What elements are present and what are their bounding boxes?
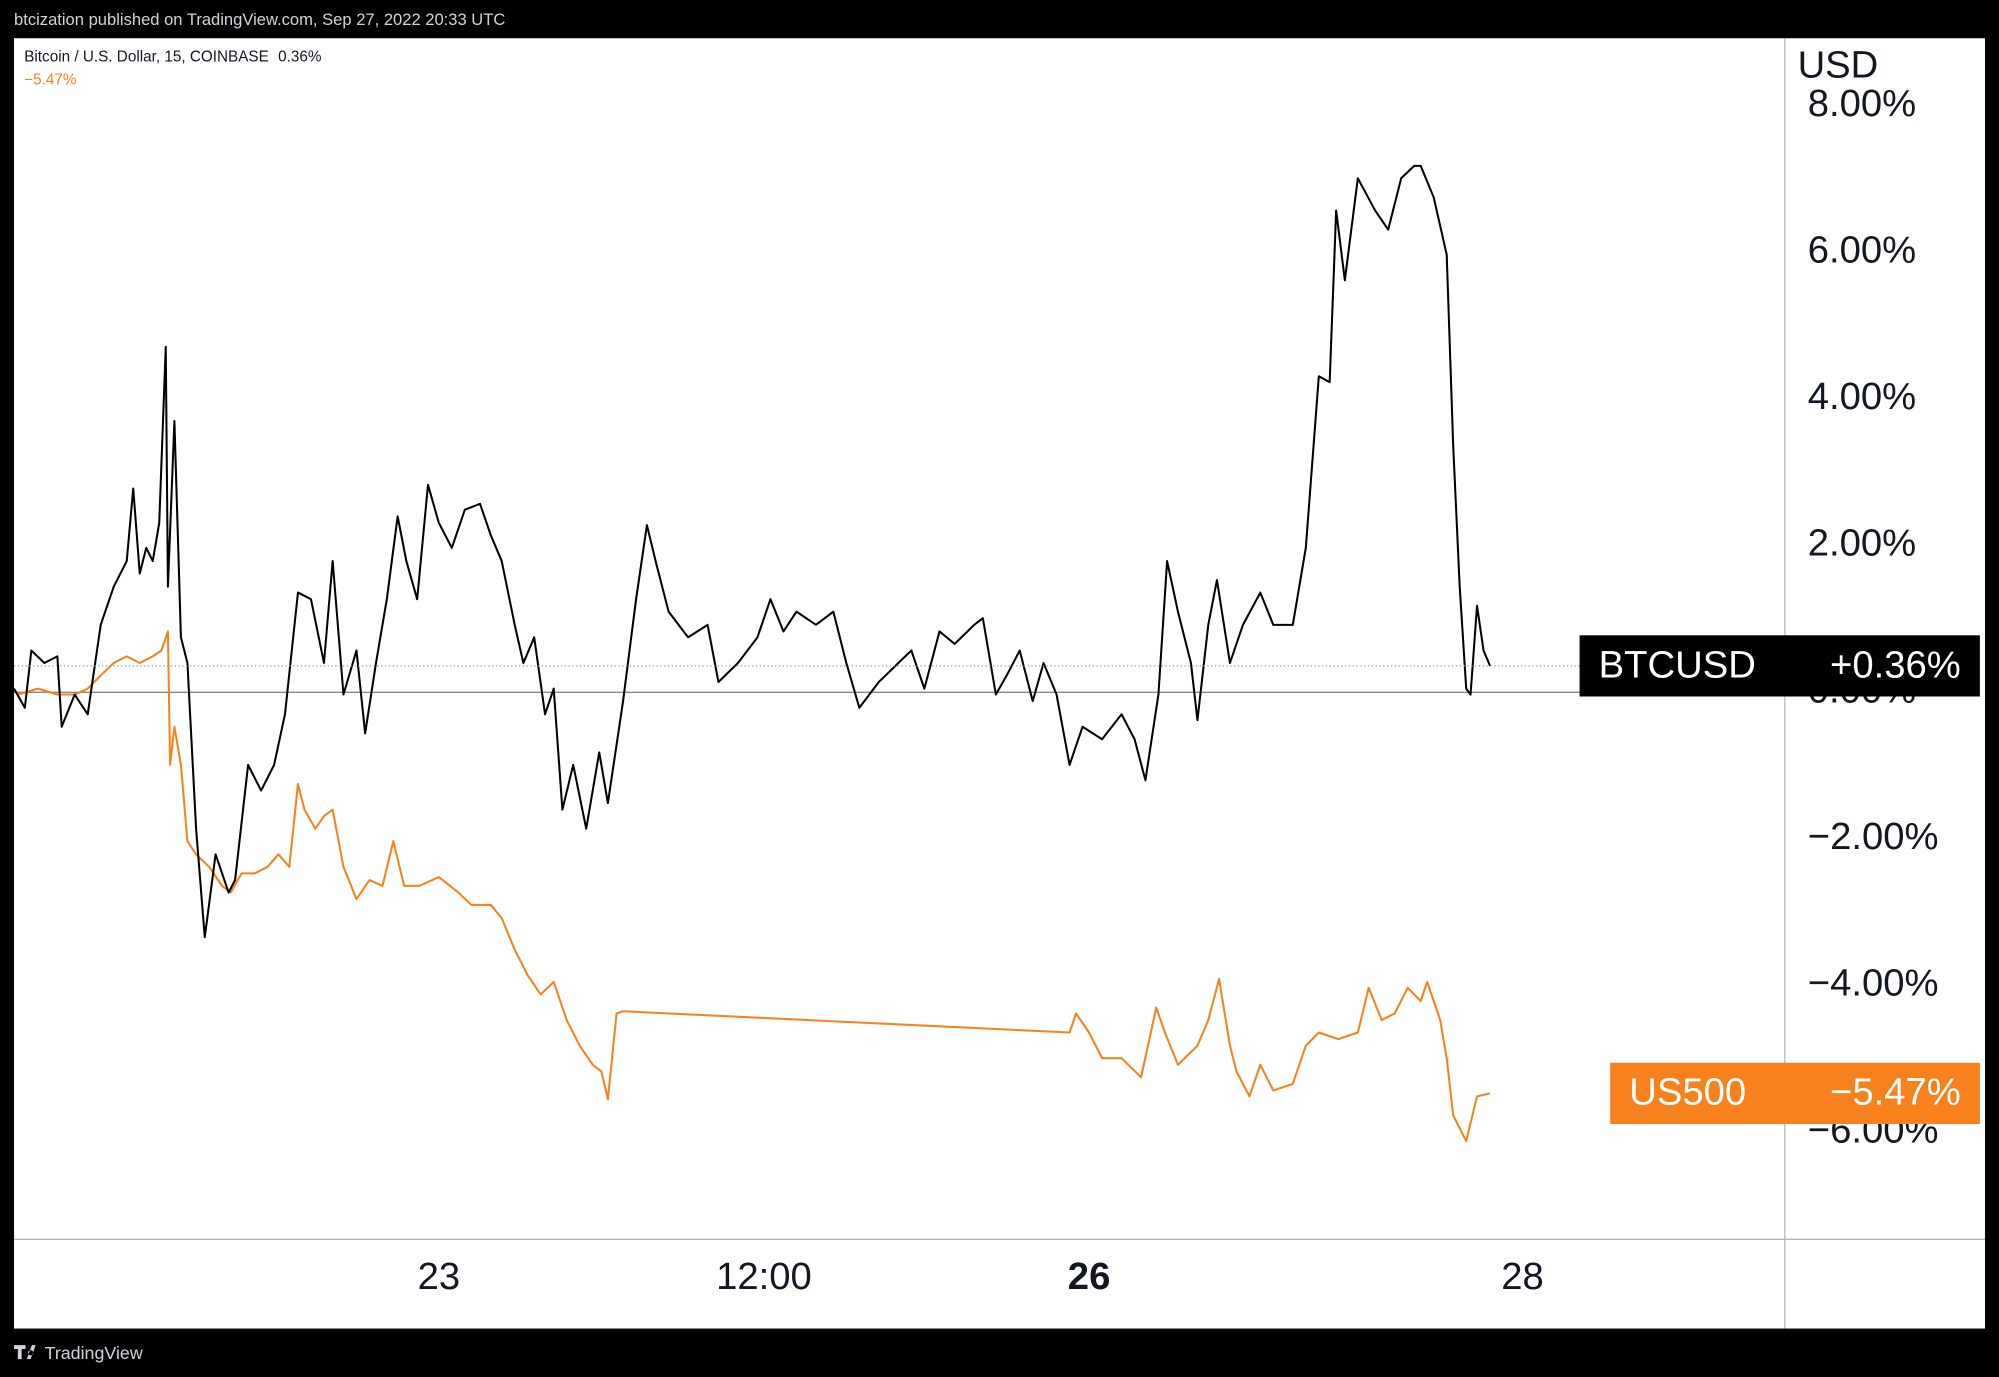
y-tick-label: 6.00%	[1808, 228, 1916, 271]
x-tick-label: 23	[418, 1255, 461, 1298]
badge-value: −5.47%	[1830, 1071, 1961, 1114]
legend-value: 0.36%	[278, 48, 322, 65]
badge-name: US500	[1629, 1071, 1746, 1114]
header: btcization published on TradingView.com,…	[14, 10, 505, 29]
x-tick-label: 12:00	[716, 1255, 812, 1298]
x-tick-label: 26	[1068, 1255, 1111, 1298]
price-badge	[1579, 635, 1980, 697]
series-line	[13, 164, 1491, 939]
price-badge	[1610, 1062, 1980, 1124]
badge-name: BTCUSD	[1599, 643, 1756, 686]
x-tick-label: 28	[1501, 1255, 1544, 1298]
y-tick-label: 2.00%	[1808, 522, 1916, 565]
footer-logo: TradingView	[14, 1343, 143, 1363]
y-tick-label: 4.00%	[1808, 375, 1916, 418]
series-line	[18, 630, 1491, 1143]
y-tick-label: 8.00%	[1808, 82, 1916, 125]
legend-title: Bitcoin / U.S. Dollar, 15, COINBASE	[24, 48, 269, 65]
y-unit: USD	[1798, 44, 1879, 87]
y-tick-label: −4.00%	[1808, 962, 1939, 1005]
plot	[13, 164, 1785, 1143]
footer-brand: TradingView	[45, 1343, 143, 1363]
legend-value: −5.47%	[24, 71, 77, 88]
badge-value: +0.36%	[1830, 643, 1961, 686]
y-tick-label: −2.00%	[1808, 815, 1939, 858]
legend-row: Bitcoin / U.S. Dollar, 15, COINBASE 0.36…	[24, 48, 322, 65]
